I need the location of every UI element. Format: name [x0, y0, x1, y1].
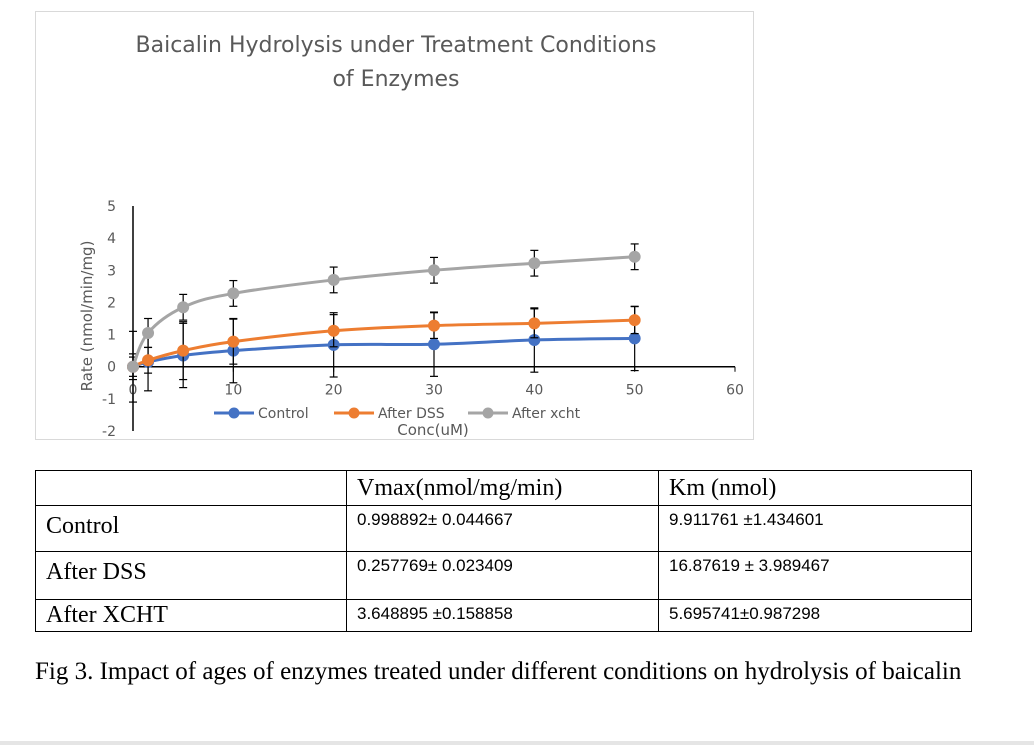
data-point	[227, 287, 240, 300]
data-point	[428, 338, 440, 351]
data-point	[327, 324, 340, 337]
table-row: After XCHT 3.648895 ±0.158858 5.695741±0…	[35, 599, 972, 632]
series-line-control	[132, 336, 635, 369]
table-cell-km: 9.911761 ±1.434601	[658, 505, 972, 552]
legend-label: Control	[258, 406, 309, 422]
kinetics-table: Vmax(nmol/mg/min) Km (nmol) Control 0.99…	[35, 470, 972, 632]
y-tick-label: 5	[107, 199, 116, 215]
x-tick-label: 50	[626, 383, 644, 399]
x-axis-title: Conc(uM)	[397, 421, 469, 439]
data-point	[628, 332, 641, 345]
caption-text: Fig 3. Impact of ages of enzymes treated…	[35, 658, 962, 685]
series-line-after-xcht	[131, 255, 635, 368]
data-point	[142, 326, 155, 339]
data-point	[428, 319, 440, 332]
x-tick-label: 30	[425, 383, 443, 399]
y-tick-label: 2	[107, 295, 116, 311]
figure-caption: Fig 3. Impact of ages of enzymes treated…	[35, 656, 995, 687]
data-point	[142, 354, 155, 367]
x-tick-label: 40	[525, 383, 543, 399]
rate-line-chart: Baicalin Hydrolysis under Treatment Cond…	[78, 33, 744, 440]
data-point	[127, 360, 139, 373]
table-cell-vmax: 0.257769± 0.023409	[346, 551, 659, 600]
legend-label: After xcht	[512, 406, 581, 422]
data-point	[528, 317, 541, 330]
table-cell-vmax: 0.998892± 0.044667	[346, 505, 659, 552]
table-row-label: After XCHT	[35, 599, 347, 632]
table-cell-vmax: 3.648895 ±0.158858	[346, 599, 659, 632]
chart-title-line-2: of Enzymes	[332, 67, 459, 92]
chart-container: Baicalin Hydrolysis under Treatment Cond…	[35, 11, 754, 440]
table-cell-km: 5.695741±0.987298	[658, 599, 972, 632]
data-point	[628, 250, 641, 263]
table-header-row: Vmax(nmol/mg/min) Km (nmol)	[35, 470, 972, 506]
y-tick-label: 4	[107, 231, 116, 247]
x-tick-label: 10	[224, 383, 242, 399]
table-cell-km: 16.87619 ± 3.989467	[658, 551, 972, 600]
data-point	[428, 264, 440, 277]
y-tick-label: 0	[107, 360, 116, 376]
data-point	[528, 257, 541, 270]
legend-marker	[228, 407, 240, 419]
table-header-cell: Km (nmol)	[658, 470, 972, 506]
y-tick-label: -2	[102, 424, 116, 440]
table-row: Control 0.998892± 0.044667 9.911761 ±1.4…	[35, 505, 972, 552]
chart-title-line-1: Baicalin Hydrolysis under Treatment Cond…	[136, 33, 657, 58]
legend-marker	[482, 407, 494, 419]
table-row: After DSS 0.257769± 0.023409 16.87619 ± …	[35, 551, 972, 600]
y-tick-label: 3	[107, 263, 116, 279]
table-row-label: After DSS	[35, 551, 347, 600]
x-tick-label: 20	[325, 383, 343, 399]
data-point	[628, 314, 641, 327]
y-axis-title: Rate (nmol/min/mg)	[78, 241, 96, 392]
y-tick-label: 1	[107, 328, 116, 344]
data-point	[227, 335, 240, 348]
table-row-label: Control	[35, 505, 347, 552]
legend-label: After DSS	[378, 406, 445, 422]
table-header-cell	[35, 470, 347, 506]
table-header-cell: Vmax(nmol/mg/min)	[346, 470, 659, 506]
legend-marker	[348, 407, 360, 419]
y-tick-label: -1	[102, 392, 116, 408]
data-point	[327, 273, 340, 286]
page-divider	[0, 741, 1034, 745]
x-tick-label: 60	[726, 383, 744, 399]
data-point	[177, 344, 190, 357]
data-point	[177, 301, 190, 314]
